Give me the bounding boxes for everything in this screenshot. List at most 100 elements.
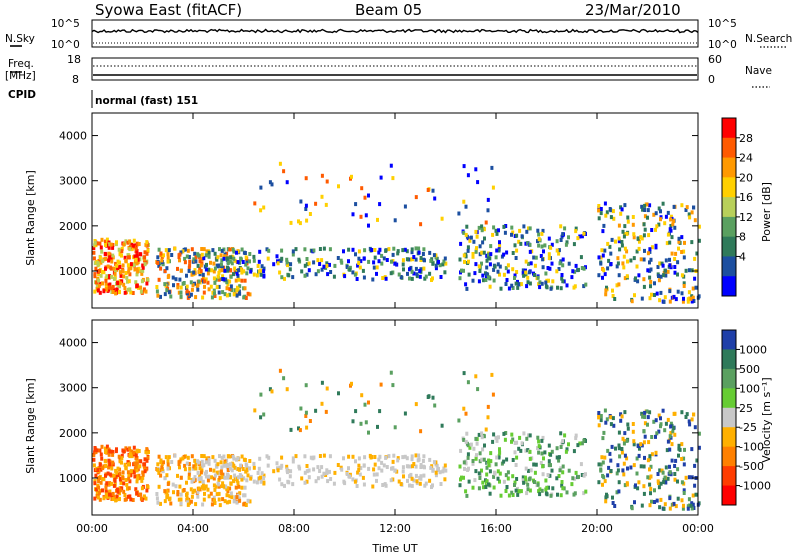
power-cell	[617, 223, 621, 228]
velocity-cell	[375, 472, 379, 477]
velocity-cell	[414, 453, 418, 458]
velocity-cell	[537, 450, 541, 455]
power-cell	[617, 273, 621, 278]
velocity-cell	[496, 469, 500, 474]
power-cell	[178, 258, 181, 263]
power-cell	[426, 188, 430, 192]
power-cell	[196, 263, 200, 268]
velocity-cell	[219, 469, 223, 474]
power-cell	[223, 254, 227, 259]
velocity-cell	[563, 433, 567, 438]
velocity-cell	[364, 420, 368, 425]
power-cell	[401, 262, 405, 267]
velocity-cell	[619, 418, 623, 423]
velocity-cell	[661, 408, 665, 413]
velocity-cell	[115, 470, 119, 475]
power-cell	[130, 243, 134, 247]
velocity-cell	[129, 497, 133, 502]
velocity-cell	[191, 490, 195, 495]
velocity-ylabel: Slant Range [km]	[24, 378, 37, 474]
power-cell	[680, 291, 684, 296]
power-cell	[303, 247, 307, 252]
power-cell	[218, 268, 222, 273]
velocity-cell	[259, 479, 263, 484]
velocity-cell	[289, 427, 293, 432]
power-cell	[245, 271, 249, 276]
power-cell	[312, 248, 316, 253]
velocity-cell	[99, 452, 103, 457]
velocity-cell	[505, 457, 509, 462]
velocity-cell	[102, 477, 106, 482]
velocity-cell	[363, 402, 367, 407]
velocity-cell	[525, 436, 529, 441]
power-cell	[364, 213, 368, 218]
power-cell	[155, 289, 159, 294]
power-cell	[605, 210, 609, 215]
power-cell	[561, 279, 565, 284]
power-cell	[112, 287, 116, 292]
power-cell	[233, 266, 237, 271]
power-cell	[522, 224, 526, 229]
power-cell	[137, 266, 141, 271]
velocity-cell	[314, 479, 318, 484]
power-cell	[547, 252, 551, 257]
velocity-cell	[622, 472, 626, 477]
power-cell	[442, 259, 446, 264]
power-cell	[494, 255, 498, 260]
velocity-cell	[176, 473, 179, 478]
velocity-cell	[597, 480, 601, 485]
colorbar-swatch	[722, 177, 736, 198]
colorbar-swatch	[722, 427, 736, 448]
power-cell	[314, 272, 318, 277]
power-cell	[210, 295, 214, 300]
velocity-cell	[662, 477, 666, 482]
velocity-cell	[285, 464, 289, 469]
power-cell	[128, 272, 132, 277]
power-cell	[381, 276, 385, 280]
power-cell	[676, 260, 680, 265]
power-cell	[662, 270, 666, 275]
power-cell	[107, 258, 111, 263]
velocity-cell	[392, 453, 396, 458]
velocity-cell	[215, 492, 219, 497]
power-cell	[561, 232, 565, 237]
velocity-cell	[487, 463, 491, 468]
power-cell	[242, 269, 246, 274]
velocity-cell	[102, 496, 106, 501]
velocity-cell	[220, 465, 224, 470]
velocity-cell	[584, 489, 588, 494]
velocity-cell	[179, 457, 183, 462]
power-cell	[572, 242, 576, 247]
power-cell	[248, 292, 252, 297]
power-cell	[405, 257, 409, 262]
velocity-cell	[428, 478, 432, 483]
power-cell	[474, 167, 478, 172]
power-cell	[358, 265, 362, 270]
velocity-cell	[471, 485, 475, 490]
power-cell	[122, 274, 126, 279]
power-cell	[228, 259, 232, 264]
velocity-cell	[640, 503, 644, 508]
power-cell	[164, 248, 168, 253]
power-cell	[423, 276, 427, 281]
velocity-cell	[93, 496, 97, 501]
power-cell	[462, 230, 466, 235]
power-cell	[646, 208, 650, 213]
power-cell	[146, 248, 150, 253]
power-cell	[690, 294, 694, 299]
power-cell	[657, 274, 660, 278]
velocity-cell	[692, 412, 695, 417]
velocity-cell	[156, 462, 160, 467]
power-cell	[584, 282, 588, 287]
velocity-cell	[133, 474, 137, 479]
power-cell	[519, 241, 523, 246]
power-cell	[143, 250, 147, 255]
velocity-cell	[188, 466, 192, 471]
velocity-cell	[350, 381, 353, 386]
velocity-cell	[557, 474, 561, 478]
power-cell	[401, 248, 405, 253]
power-cell	[417, 250, 421, 255]
power-cell	[257, 259, 261, 264]
power-cell	[185, 273, 188, 278]
velocity-cell	[632, 442, 636, 447]
